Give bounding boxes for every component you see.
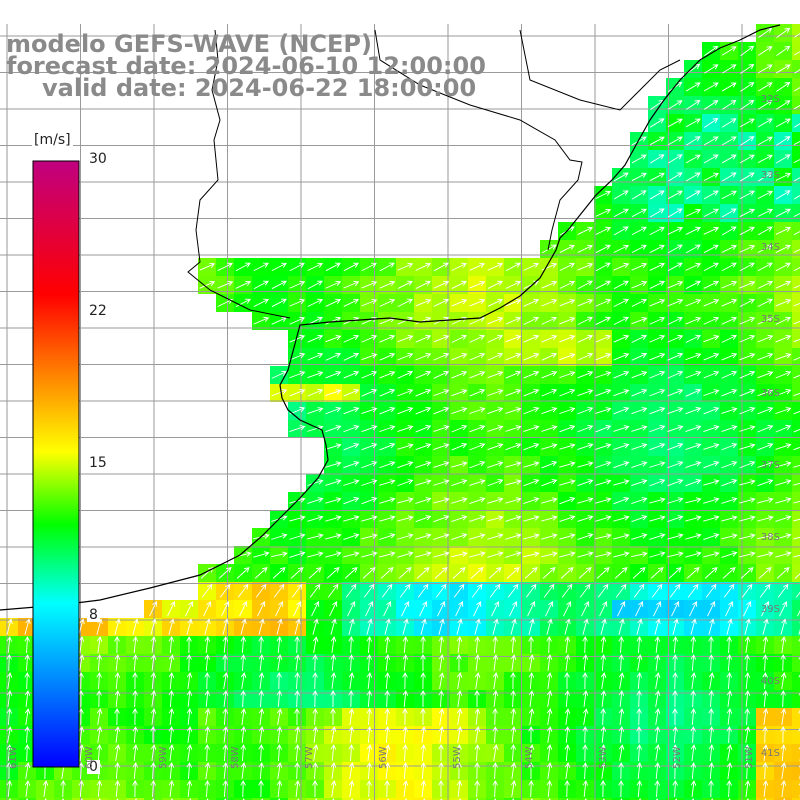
lat-label: 38S (760, 532, 780, 543)
lon-label: 59W (158, 746, 169, 769)
colorbar-tick-15: 15 (87, 455, 109, 471)
lat-label: 33S (760, 170, 780, 181)
colorbar-tick-30: 30 (87, 151, 109, 167)
lon-label: 60W (84, 746, 95, 769)
colorbar-unit: [m/s] (32, 132, 73, 148)
lat-label: 36S (760, 388, 780, 399)
colorbar-tick-8: 8 (87, 607, 100, 623)
lon-label: 57W (304, 746, 315, 769)
lat-label: 39S (760, 604, 780, 615)
colorbar-tick-22: 22 (87, 303, 109, 319)
border-line (519, 29, 681, 111)
lat-label: 32S (760, 94, 780, 105)
lon-label: 52W (672, 746, 683, 769)
title-forecast-date: forecast date: 2024-06-10 12:00:00 (6, 52, 486, 80)
lat-label: 40S (760, 676, 780, 687)
lon-label: 51W (744, 746, 755, 769)
coastline (0, 24, 781, 611)
wind-arrows (6, 27, 800, 800)
colorbar-tick-0: 0 (87, 759, 100, 775)
lon-label: 55W (452, 746, 463, 769)
border-line (187, 29, 291, 319)
lon-label: 61W (8, 746, 19, 769)
title-valid-date: valid date: 2024-06-22 18:00:00 (42, 74, 477, 102)
lon-label: 58W (230, 746, 241, 769)
border-line (374, 29, 583, 251)
lat-label: 37S (760, 460, 780, 471)
lon-label: 53W (598, 746, 609, 769)
colorbar (32, 160, 80, 768)
lon-label: 54W (524, 746, 535, 769)
lat-label: 34S (760, 242, 780, 253)
lon-label: 56W (378, 746, 389, 769)
lat-label: 35S (760, 314, 780, 325)
title-model: modelo GEFS-WAVE (NCEP) (6, 30, 372, 58)
lat-label: 41S (760, 748, 780, 759)
